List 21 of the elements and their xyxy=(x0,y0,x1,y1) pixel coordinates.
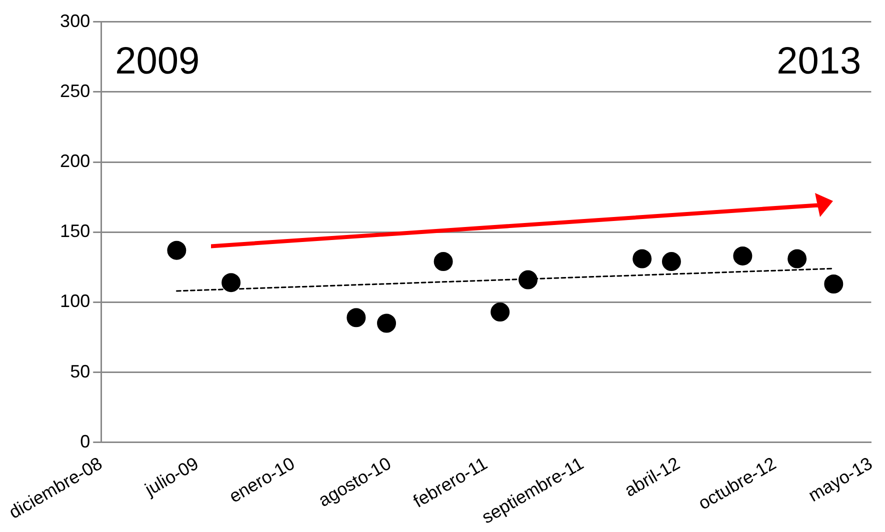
point xyxy=(490,302,510,322)
point xyxy=(377,314,396,333)
y-tick-label: 300 xyxy=(60,10,90,31)
y-tick-label: 100 xyxy=(60,291,90,312)
point xyxy=(222,273,241,292)
annotation: 2013 xyxy=(776,40,862,82)
point xyxy=(632,249,652,268)
y-tick-label: 150 xyxy=(60,221,90,242)
point xyxy=(733,246,752,266)
annotation: 2009 xyxy=(115,40,200,82)
point xyxy=(824,274,844,294)
point xyxy=(518,270,538,290)
y-tick-label: 0 xyxy=(80,431,90,452)
point xyxy=(434,252,453,272)
point xyxy=(788,249,807,268)
y-tick-label: 250 xyxy=(60,80,90,101)
point xyxy=(346,308,366,328)
point xyxy=(662,252,681,272)
point xyxy=(167,240,186,260)
y-tick-label: 200 xyxy=(60,150,90,171)
y-tick-label: 50 xyxy=(70,361,90,382)
